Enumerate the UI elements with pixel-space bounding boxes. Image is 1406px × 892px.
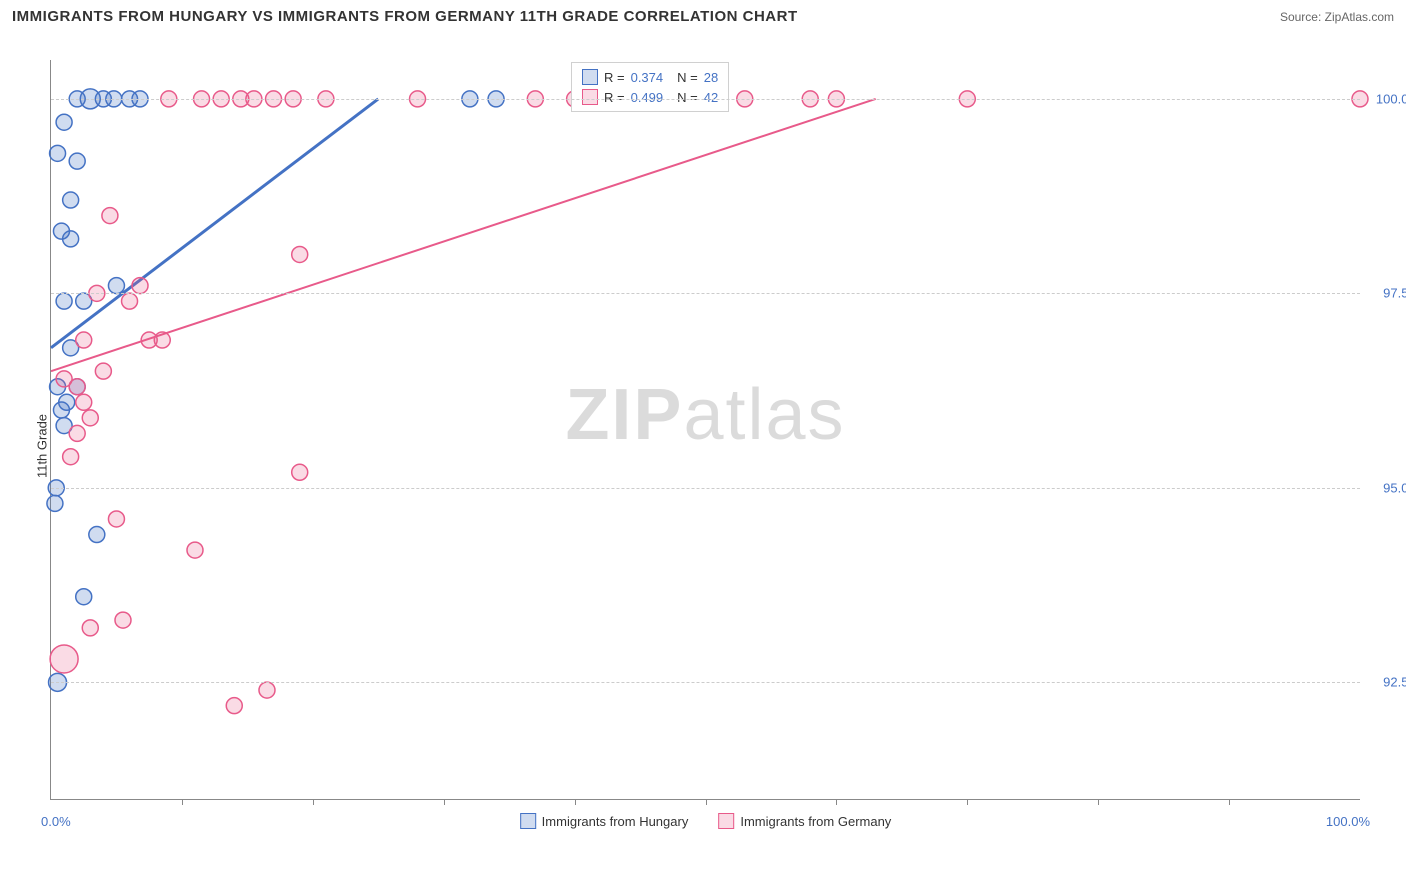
legend-swatch-icon xyxy=(582,89,598,105)
xtick xyxy=(313,799,314,805)
data-point xyxy=(50,645,78,673)
data-point xyxy=(50,145,66,161)
data-point xyxy=(69,153,85,169)
title-bar: IMMIGRANTS FROM HUNGARY VS IMMIGRANTS FR… xyxy=(12,8,1394,25)
data-point xyxy=(76,589,92,605)
legend-n-label: N = xyxy=(677,70,698,85)
data-point xyxy=(76,394,92,410)
x-max-label: 100.0% xyxy=(1326,814,1370,829)
legend-r-value: 0.374 xyxy=(631,70,664,85)
data-point xyxy=(154,332,170,348)
ytick-label: 100.0% xyxy=(1365,91,1406,106)
data-point xyxy=(259,682,275,698)
data-point xyxy=(102,208,118,224)
data-point xyxy=(63,449,79,465)
data-point xyxy=(59,394,75,410)
trend-line xyxy=(51,99,876,371)
bottom-legend-item-germany: Immigrants from Germany xyxy=(718,813,891,829)
legend-r-label: R = xyxy=(604,70,625,85)
data-point xyxy=(82,410,98,426)
chart-title: IMMIGRANTS FROM HUNGARY VS IMMIGRANTS FR… xyxy=(12,8,798,25)
xtick xyxy=(1098,799,1099,805)
data-point xyxy=(76,332,92,348)
data-point xyxy=(115,612,131,628)
ytick-label: 95.0% xyxy=(1365,480,1406,495)
data-point xyxy=(47,495,63,511)
gridline-h xyxy=(51,488,1360,489)
legend-r-label: R = xyxy=(604,90,625,105)
bottom-legend-label-hungary: Immigrants from Hungary xyxy=(542,814,689,829)
data-point xyxy=(108,278,124,294)
legend-swatch-icon xyxy=(582,69,598,85)
xtick xyxy=(967,799,968,805)
bottom-legend: Immigrants from Hungary Immigrants from … xyxy=(520,813,892,829)
data-point xyxy=(56,114,72,130)
trend-line xyxy=(51,99,378,348)
legend-top-row: R = 0.374 N = 28 xyxy=(572,67,728,87)
legend-n-value: 42 xyxy=(704,90,718,105)
ytick-label: 97.5% xyxy=(1365,286,1406,301)
data-point xyxy=(292,464,308,480)
data-point xyxy=(53,223,69,239)
data-point xyxy=(108,511,124,527)
data-point xyxy=(226,698,242,714)
data-point xyxy=(82,620,98,636)
chart-svg xyxy=(51,60,1360,799)
data-point xyxy=(292,246,308,262)
data-point xyxy=(89,527,105,543)
xtick xyxy=(836,799,837,805)
legend-n-label: N = xyxy=(677,90,698,105)
legend-swatch-hungary-icon xyxy=(520,813,536,829)
data-point xyxy=(69,379,85,395)
gridline-h xyxy=(51,293,1360,294)
data-point xyxy=(187,542,203,558)
xtick xyxy=(444,799,445,805)
y-axis-label: 11th Grade xyxy=(35,414,50,478)
data-point xyxy=(56,293,72,309)
legend-r-value: 0.499 xyxy=(631,90,664,105)
gridline-h xyxy=(51,682,1360,683)
data-point xyxy=(69,425,85,441)
ytick-label: 92.5% xyxy=(1365,675,1406,690)
x-min-label: 0.0% xyxy=(41,814,71,829)
legend-top: R = 0.374 N = 28 R = 0.499 N = 42 xyxy=(571,62,729,112)
source-label: Source: ZipAtlas.com xyxy=(1280,10,1394,24)
data-point xyxy=(95,363,111,379)
xtick xyxy=(575,799,576,805)
gridline-h xyxy=(51,99,1360,100)
xtick xyxy=(706,799,707,805)
bottom-legend-item-hungary: Immigrants from Hungary xyxy=(520,813,689,829)
xtick xyxy=(182,799,183,805)
xtick xyxy=(1229,799,1230,805)
data-point xyxy=(63,192,79,208)
data-point xyxy=(122,293,138,309)
legend-n-value: 28 xyxy=(704,70,718,85)
legend-top-row: R = 0.499 N = 42 xyxy=(572,87,728,107)
plot-area: ZIPatlas R =0.374N =28R =0.499N =42 Immi… xyxy=(50,60,1360,800)
legend-swatch-germany-icon xyxy=(718,813,734,829)
bottom-legend-label-germany: Immigrants from Germany xyxy=(740,814,891,829)
data-point xyxy=(132,278,148,294)
